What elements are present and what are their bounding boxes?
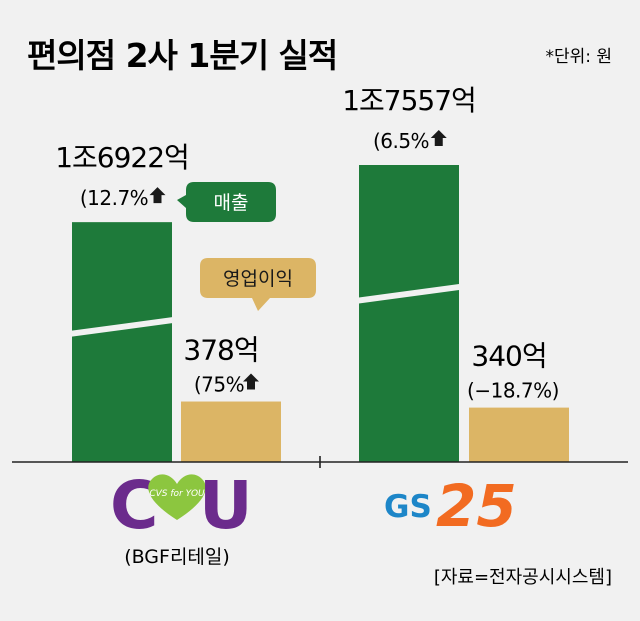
label-profit-value: 340억 bbox=[471, 340, 546, 373]
label-sales-value: 1조6922억 bbox=[55, 141, 189, 174]
bar-profit bbox=[469, 407, 569, 462]
cu-subtitle: (BGF리테일) bbox=[124, 546, 230, 568]
label-profit-change: (−18.7%) bbox=[467, 379, 559, 403]
bar-sales bbox=[359, 165, 459, 462]
up-arrow-icon bbox=[430, 130, 447, 146]
callout-profit-bubble bbox=[200, 258, 316, 311]
chart-title: 편의점 2사 1분기 실적 bbox=[27, 36, 337, 75]
callout-profit: 영업이익 bbox=[200, 258, 316, 311]
gs-logo-25: 25 bbox=[436, 472, 517, 540]
heart-icon bbox=[148, 474, 206, 520]
label-sales-change: (12.7% bbox=[80, 186, 148, 210]
callout-sales-text: 매출 bbox=[214, 192, 249, 214]
callout-profit-text: 영업이익 bbox=[223, 268, 293, 290]
bar-profit bbox=[181, 401, 281, 462]
bar-sales bbox=[72, 222, 172, 462]
axis-break bbox=[357, 283, 461, 304]
callout-sales-bubble bbox=[177, 182, 276, 222]
label-profit-value: 378억 bbox=[183, 334, 258, 367]
cu-logo-c: C bbox=[110, 467, 158, 544]
unit-note: *단위: 원 bbox=[545, 47, 612, 67]
up-arrow-icon bbox=[149, 187, 166, 204]
gs25-logo: GS 25 bbox=[384, 472, 517, 540]
gs-logo-text: GS bbox=[384, 489, 432, 525]
source-note: [자료=전자공시시스템] bbox=[434, 567, 612, 588]
axis-break bbox=[70, 316, 174, 337]
labels-group: 1조6922억 (12.7% 378억 (75% 1조7557억 (6.5% 340억 (−1… bbox=[55, 84, 559, 403]
cu-logo: C CVS for YOU U bbox=[110, 467, 253, 544]
label-sales-change: (6.5% bbox=[373, 129, 429, 153]
callout-sales: 매출 bbox=[177, 182, 276, 222]
bars-group bbox=[70, 165, 569, 462]
cu-heart-text: CVS for YOU bbox=[149, 489, 205, 499]
label-profit-change: (75% bbox=[194, 373, 244, 397]
cu-logo-u: U bbox=[199, 467, 253, 544]
label-sales-value: 1조7557억 bbox=[342, 84, 476, 117]
up-arrow-icon bbox=[243, 373, 259, 390]
